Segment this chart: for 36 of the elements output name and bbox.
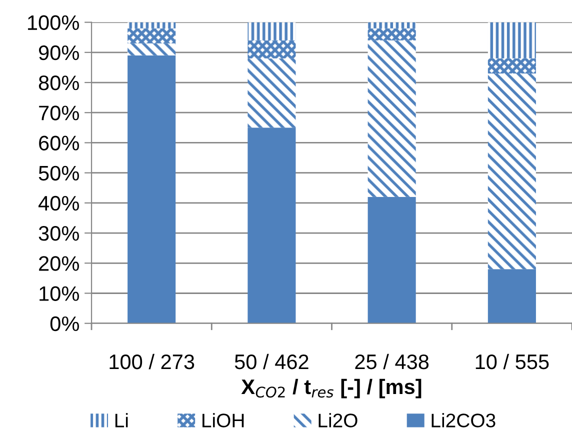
x-axis-title: X$_{CO2}$ / t$_{res}$ [-] / [ms] bbox=[241, 378, 422, 398]
y-tick-label: 60% bbox=[39, 136, 79, 150]
y-tick-label: 100% bbox=[28, 15, 79, 30]
x-tick-label: 100 / 273 bbox=[110, 354, 194, 370]
bar bbox=[488, 73, 536, 270]
y-tick-label: 70% bbox=[39, 106, 79, 120]
bar bbox=[368, 28, 416, 40]
y-tick-label: 90% bbox=[38, 45, 79, 60]
x-tick-label: 25 / 438 bbox=[355, 354, 429, 370]
bar bbox=[368, 22, 416, 28]
bar bbox=[128, 43, 176, 56]
y-tick-label: 80% bbox=[38, 76, 79, 90]
legend-label: Li bbox=[115, 413, 128, 428]
y-tick-label: 10% bbox=[40, 286, 79, 301]
bar bbox=[248, 58, 296, 128]
bar bbox=[248, 128, 296, 324]
legend-label: LiOH bbox=[202, 413, 244, 428]
bar bbox=[128, 28, 176, 44]
bar bbox=[488, 269, 536, 324]
y-tick-label: 30% bbox=[38, 226, 79, 241]
bar bbox=[488, 22, 536, 58]
bar bbox=[128, 55, 176, 324]
bar bbox=[248, 22, 296, 40]
y-tick-label: 20% bbox=[39, 256, 79, 271]
y-tick-label: 50% bbox=[38, 166, 79, 181]
bar bbox=[128, 22, 176, 28]
x-tick-label: 50 / 462 bbox=[234, 354, 308, 370]
legend-label: Li2O bbox=[318, 413, 358, 428]
legend-label: Li2CO3 bbox=[432, 413, 496, 428]
bar bbox=[248, 40, 296, 58]
y-tick-label: 40% bbox=[38, 196, 79, 211]
bar bbox=[368, 40, 416, 197]
bar bbox=[368, 196, 416, 324]
y-tick-label: 0% bbox=[50, 316, 79, 332]
x-tick-label: 10 / 555 bbox=[476, 354, 549, 370]
bar bbox=[488, 58, 536, 74]
